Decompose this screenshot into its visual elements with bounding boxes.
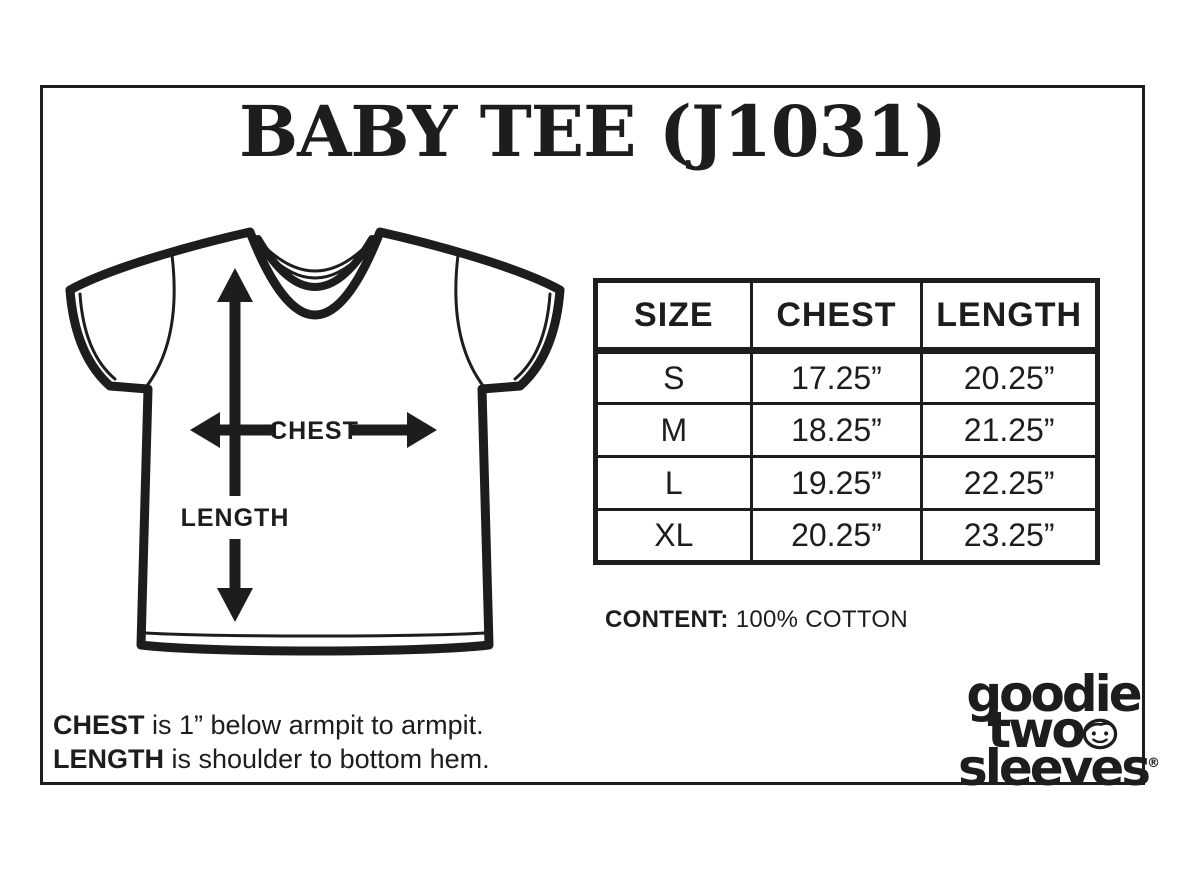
chest-cell: 19.25” — [749, 455, 924, 511]
smiley-face-icon — [1082, 718, 1117, 750]
chest-arrow: CHEST — [190, 412, 437, 448]
chest-arrow-label: CHEST — [269, 417, 359, 445]
chest-note-term: CHEST — [53, 710, 145, 740]
length-arrow: LENGTH — [181, 268, 290, 622]
chest-cell: 17.25” — [749, 349, 924, 405]
size-table-header-row: SIZE CHEST LENGTH — [594, 279, 1099, 354]
size-cell: L — [594, 455, 753, 511]
logo-text-two: two — [987, 701, 1085, 759]
chest-cell: 18.25” — [749, 402, 924, 458]
content-note: CONTENT: 100% COTTON — [605, 606, 908, 634]
tshirt-measurement-diagram: LENGTH CHEST — [65, 227, 565, 656]
goodie-two-sleeves-logo: goodie two sleeves® — [958, 665, 1160, 793]
length-cell: 23.25” — [920, 508, 1099, 564]
length-note: LENGTH is shoulder to bottom hem. — [53, 742, 490, 776]
content-label: CONTENT: — [605, 606, 729, 633]
left-armhole-seam — [144, 253, 176, 389]
left-sleeve-cuff-stripe — [78, 292, 117, 381]
chest-cell: 20.25” — [749, 508, 924, 564]
right-armhole-seam — [454, 253, 486, 389]
size-cell: S — [594, 349, 753, 405]
length-cell: 21.25” — [920, 402, 1099, 458]
logo-line-two: two — [958, 705, 1148, 755]
table-row-l: L 19.25” 22.25” — [594, 455, 1099, 511]
chest-arrow-left-head — [190, 412, 220, 448]
logo-line-goodie: goodie — [966, 665, 1142, 723]
column-header-size: SIZE — [594, 279, 753, 354]
collar-back-seam-2 — [260, 246, 370, 280]
right-sleeve-cuff-stripe — [513, 292, 552, 381]
chest-note: CHEST is 1” below armpit to armpit. — [53, 708, 490, 742]
table-row-m: M 18.25” 21.25” — [594, 402, 1099, 458]
content-value: 100% COTTON — [735, 606, 908, 633]
tshirt-outline — [65, 227, 565, 656]
length-arrow-up-head — [217, 268, 253, 302]
logo-line-sleeves: sleeves® — [958, 743, 1160, 793]
size-cell: XL — [594, 508, 753, 564]
size-cell: M — [594, 402, 753, 458]
column-header-chest: CHEST — [749, 279, 924, 354]
size-table: SIZE CHEST LENGTH S 17.25” 20.25” M 18.2… — [593, 278, 1100, 565]
page-border — [40, 85, 1145, 785]
registered-mark: ® — [1147, 756, 1160, 771]
length-cell: 22.25” — [920, 455, 1099, 511]
page-title: BABY TEE (J1031) — [238, 90, 947, 173]
logo-text-sleeves: sleeves — [958, 739, 1151, 797]
table-row-xl: XL 20.25” 23.25” — [594, 508, 1099, 564]
bottom-hem-line — [143, 631, 487, 638]
table-row-s: S 17.25” 20.25” — [594, 349, 1099, 405]
length-note-term: LENGTH — [53, 744, 164, 774]
length-arrow-down-head — [217, 588, 253, 622]
length-arrow-label: LENGTH — [181, 504, 290, 532]
length-note-text: is shoulder to bottom hem. — [164, 744, 490, 774]
column-header-length: LENGTH — [920, 279, 1099, 354]
collar-back-seam-1 — [258, 240, 372, 273]
length-cell: 20.25” — [920, 349, 1099, 405]
chest-note-text: is 1” below armpit to armpit. — [144, 710, 484, 740]
chest-arrow-right-head — [407, 412, 437, 448]
measurement-notes: CHEST is 1” below armpit to armpit. LENG… — [53, 708, 490, 776]
